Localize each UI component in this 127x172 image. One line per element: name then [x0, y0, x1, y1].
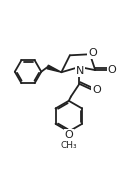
Text: N: N	[76, 66, 84, 76]
Text: O: O	[65, 130, 73, 140]
Polygon shape	[47, 65, 61, 72]
Text: O: O	[88, 48, 97, 58]
Text: O: O	[92, 85, 101, 95]
Text: O: O	[108, 65, 117, 75]
Text: CH₃: CH₃	[61, 141, 77, 150]
